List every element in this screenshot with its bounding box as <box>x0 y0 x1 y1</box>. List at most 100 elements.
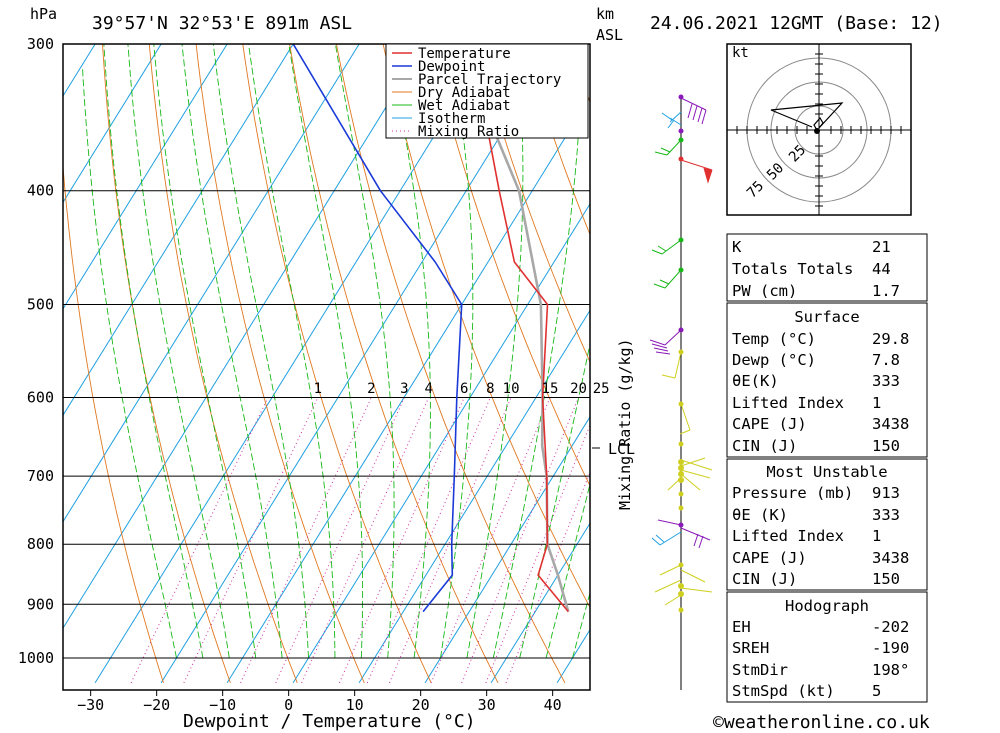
wind-barb-3 <box>667 117 682 129</box>
mixing-ratio-label: 1 <box>314 381 322 397</box>
dry-adiabat-line <box>242 44 432 684</box>
lcl-label: LCL <box>608 440 635 458</box>
mixing-ratio-label: 25 <box>593 381 610 397</box>
unstable-row-value: 1 <box>872 527 881 545</box>
mixing-ratio-label: 20 <box>570 381 587 397</box>
x-tick-label: −10 <box>209 696 236 714</box>
background-lines <box>63 44 1000 684</box>
hodo-row-label: SREH <box>732 639 769 657</box>
pressure-tick-label: 800 <box>27 535 54 553</box>
x-tick-label: 40 <box>544 696 562 714</box>
index-tt-label: Totals Totals <box>732 260 853 278</box>
surface-table: Surface Temp (°C) 29.8 Dewp (°C) 7.8 θE(… <box>726 302 928 458</box>
isotherm-line <box>63 44 96 97</box>
pressure-axis-ticks: 300 400 500 600 700 800 900 1000 <box>18 35 54 667</box>
wind-barb-cluster-1 <box>667 457 713 491</box>
wind-barb-2 <box>661 111 682 123</box>
dry-adiabat-line <box>195 44 365 684</box>
isotherm-line <box>292 203 590 684</box>
x-axis-ticks: −30 −20 −10 0 10 20 30 40 <box>77 690 562 714</box>
wind-barb-6 <box>651 239 682 255</box>
unstable-row-value: 333 <box>872 506 900 524</box>
wind-profile <box>649 94 713 690</box>
surface-row-label: Dewp (°C) <box>732 351 816 369</box>
dry-adiabat-line <box>476 44 590 364</box>
x-tick-label: 10 <box>346 696 364 714</box>
hodo-row-label: StmDir <box>732 661 788 679</box>
wind-barb-8 <box>649 329 682 355</box>
index-k-label: K <box>732 238 742 256</box>
dry-adiabat-line <box>429 44 590 487</box>
parcel-trajectory-series <box>456 44 570 612</box>
dry-adiabat-line <box>289 44 499 684</box>
wind-barb-cluster-2 <box>654 564 713 606</box>
hodo-row-value: 198° <box>872 661 909 679</box>
wet-adiabat-line <box>572 591 590 659</box>
index-pw-value: 1.7 <box>872 282 900 300</box>
x-tick-label: 30 <box>478 696 496 714</box>
isotherm-line <box>358 309 590 684</box>
wet-adiabat-line <box>248 44 336 658</box>
mixing-ratio-line <box>338 397 465 684</box>
indices-table: K 21 Totals Totals 44 PW (cm) 1.7 <box>726 233 928 302</box>
wind-barb-4 <box>654 139 682 156</box>
surface-row-label: Lifted Index <box>732 394 844 412</box>
index-tt-value: 44 <box>872 260 891 278</box>
legend-label-wet-adiabat: Wet Adiabat <box>418 98 511 114</box>
wet-adiabat-line <box>212 44 309 659</box>
index-pw-label: PW (cm) <box>732 282 797 300</box>
dewpoint-series <box>292 44 463 613</box>
legend-label-dry-adiabat: Dry Adiabat <box>418 85 511 101</box>
x-tick-label: −20 <box>143 696 170 714</box>
wet-adiabat-line <box>153 44 257 659</box>
surface-row-label: Temp (°C) <box>732 330 816 348</box>
wind-barb-5 <box>680 159 713 184</box>
unstable-row-value: 150 <box>872 570 900 588</box>
hodo-row-value: 5 <box>872 682 881 700</box>
hodograph-params-table: Hodograph EH -202 SREH -190 StmDir 198° … <box>726 591 928 703</box>
legend-label-dewpoint: Dewpoint <box>418 59 485 75</box>
surface-row-label: θE(K) <box>732 372 779 390</box>
isotherm-line <box>424 415 590 684</box>
mixing-ratio-label: 2 <box>367 381 375 397</box>
surface-row-label: CAPE (J) <box>732 415 807 433</box>
mixing-ratio-labels: 1 2 3 4 6 8 10 15 20 25 <box>314 381 610 397</box>
mixing-ratio-axis-label: Mixing Ratio (g/kg) <box>616 338 634 510</box>
dry-adiabat-line <box>148 44 298 684</box>
mixing-ratio-label: 10 <box>503 381 520 397</box>
x-tick-label: 0 <box>284 696 293 714</box>
pressure-tick-label: 400 <box>27 182 54 200</box>
index-k-value: 21 <box>872 238 891 256</box>
pressure-tick-label: 300 <box>27 35 54 53</box>
wind-barb-1 <box>680 97 707 125</box>
pressure-tick-label: 500 <box>27 296 54 314</box>
isotherm-line <box>226 96 590 684</box>
mixing-ratio-label: 8 <box>486 381 494 397</box>
unstable-title: Most Unstable <box>766 463 887 481</box>
mixing-ratio-line <box>275 397 405 684</box>
wet-adiabat-line <box>288 44 364 659</box>
surface-row-value: 150 <box>872 437 900 455</box>
pressure-tick-label: 700 <box>27 467 54 485</box>
hodo-params-title: Hodograph <box>785 597 869 615</box>
copyright-link[interactable]: ©weatheronline.co.uk <box>713 712 930 733</box>
isotherm-line <box>63 44 228 310</box>
wind-barb-7 <box>653 269 682 289</box>
hodograph-unit-label: kt <box>732 45 749 61</box>
wet-adiabat-line <box>519 342 590 659</box>
unstable-row-value: 3438 <box>872 549 909 567</box>
mixing-ratio-line <box>505 471 590 684</box>
isotherm-line <box>63 44 360 523</box>
unstable-row-label: Lifted Index <box>732 527 844 545</box>
pressure-tick-label: 600 <box>27 388 54 406</box>
mixing-ratio-label: 4 <box>424 381 432 397</box>
surface-row-value: 7.8 <box>872 351 900 369</box>
wet-adiabat-line <box>492 44 583 659</box>
datetime-title: 24.06.2021 12GMT (Base: 12) <box>650 13 943 34</box>
pressure-tick-label: 1000 <box>18 649 54 667</box>
surface-row-value: 3438 <box>872 415 909 433</box>
wet-adiabat-line <box>440 44 474 659</box>
legend-label-isotherm: Isotherm <box>418 111 485 127</box>
dry-adiabat-line <box>991 44 1000 683</box>
wind-barb-10 <box>679 403 691 435</box>
